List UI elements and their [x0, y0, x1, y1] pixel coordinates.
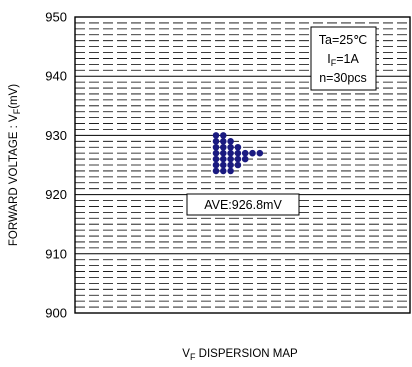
data-point: [220, 149, 227, 157]
average-annotation: AVE:926.8mV: [186, 193, 300, 216]
data-point: [212, 155, 220, 163]
conditions-frame: [310, 26, 377, 91]
y-tick-label: 950: [45, 10, 67, 25]
condition-sample-count: n=30pcs: [319, 71, 367, 85]
average-frame: [186, 193, 300, 216]
y-tick-labels: 950 940 930 920 910 900: [45, 10, 67, 321]
data-point: [227, 155, 234, 163]
data-point: [249, 149, 256, 157]
data-point: [234, 143, 242, 151]
data-point: [227, 138, 234, 145]
data-point: [227, 167, 234, 175]
data-point: [220, 143, 227, 151]
conditions-box: Ta=25℃ IF=1A n=30pcs: [310, 26, 377, 91]
plot-frame: [74, 16, 411, 314]
data-point: [234, 155, 242, 163]
data-point: [227, 149, 234, 157]
data-point: [256, 149, 264, 157]
y-tick-label: 940: [45, 69, 67, 84]
data-point: [220, 138, 227, 145]
data-point: [212, 149, 220, 157]
average-label: AVE:926.8mV: [204, 198, 282, 212]
data-point: [227, 161, 234, 169]
data-point: [241, 155, 249, 163]
data-point: [212, 138, 220, 145]
y-tick-label: 930: [45, 128, 67, 143]
data-point: [212, 161, 220, 169]
data-point: [212, 132, 220, 139]
data-point: [234, 161, 242, 169]
data-point: [212, 143, 220, 151]
data-point: [234, 149, 242, 157]
condition-current: IF=1A: [327, 52, 359, 68]
data-points: [212, 132, 264, 175]
x-axis-title: VF DISPERSION MAP: [182, 348, 298, 362]
y-tick-label: 900: [45, 306, 67, 321]
data-point: [212, 167, 220, 175]
data-point: [220, 155, 227, 163]
y-tick-label: 910: [45, 246, 67, 261]
y-tick-label: 920: [45, 187, 67, 202]
data-point: [220, 161, 227, 169]
data-point: [220, 167, 227, 175]
y-axis-title: FORWARD VOLTAGE : VF(mV): [8, 84, 22, 246]
data-point: [227, 143, 234, 151]
condition-temperature: Ta=25℃: [319, 33, 367, 47]
data-point: [220, 132, 227, 139]
data-point: [241, 149, 249, 157]
